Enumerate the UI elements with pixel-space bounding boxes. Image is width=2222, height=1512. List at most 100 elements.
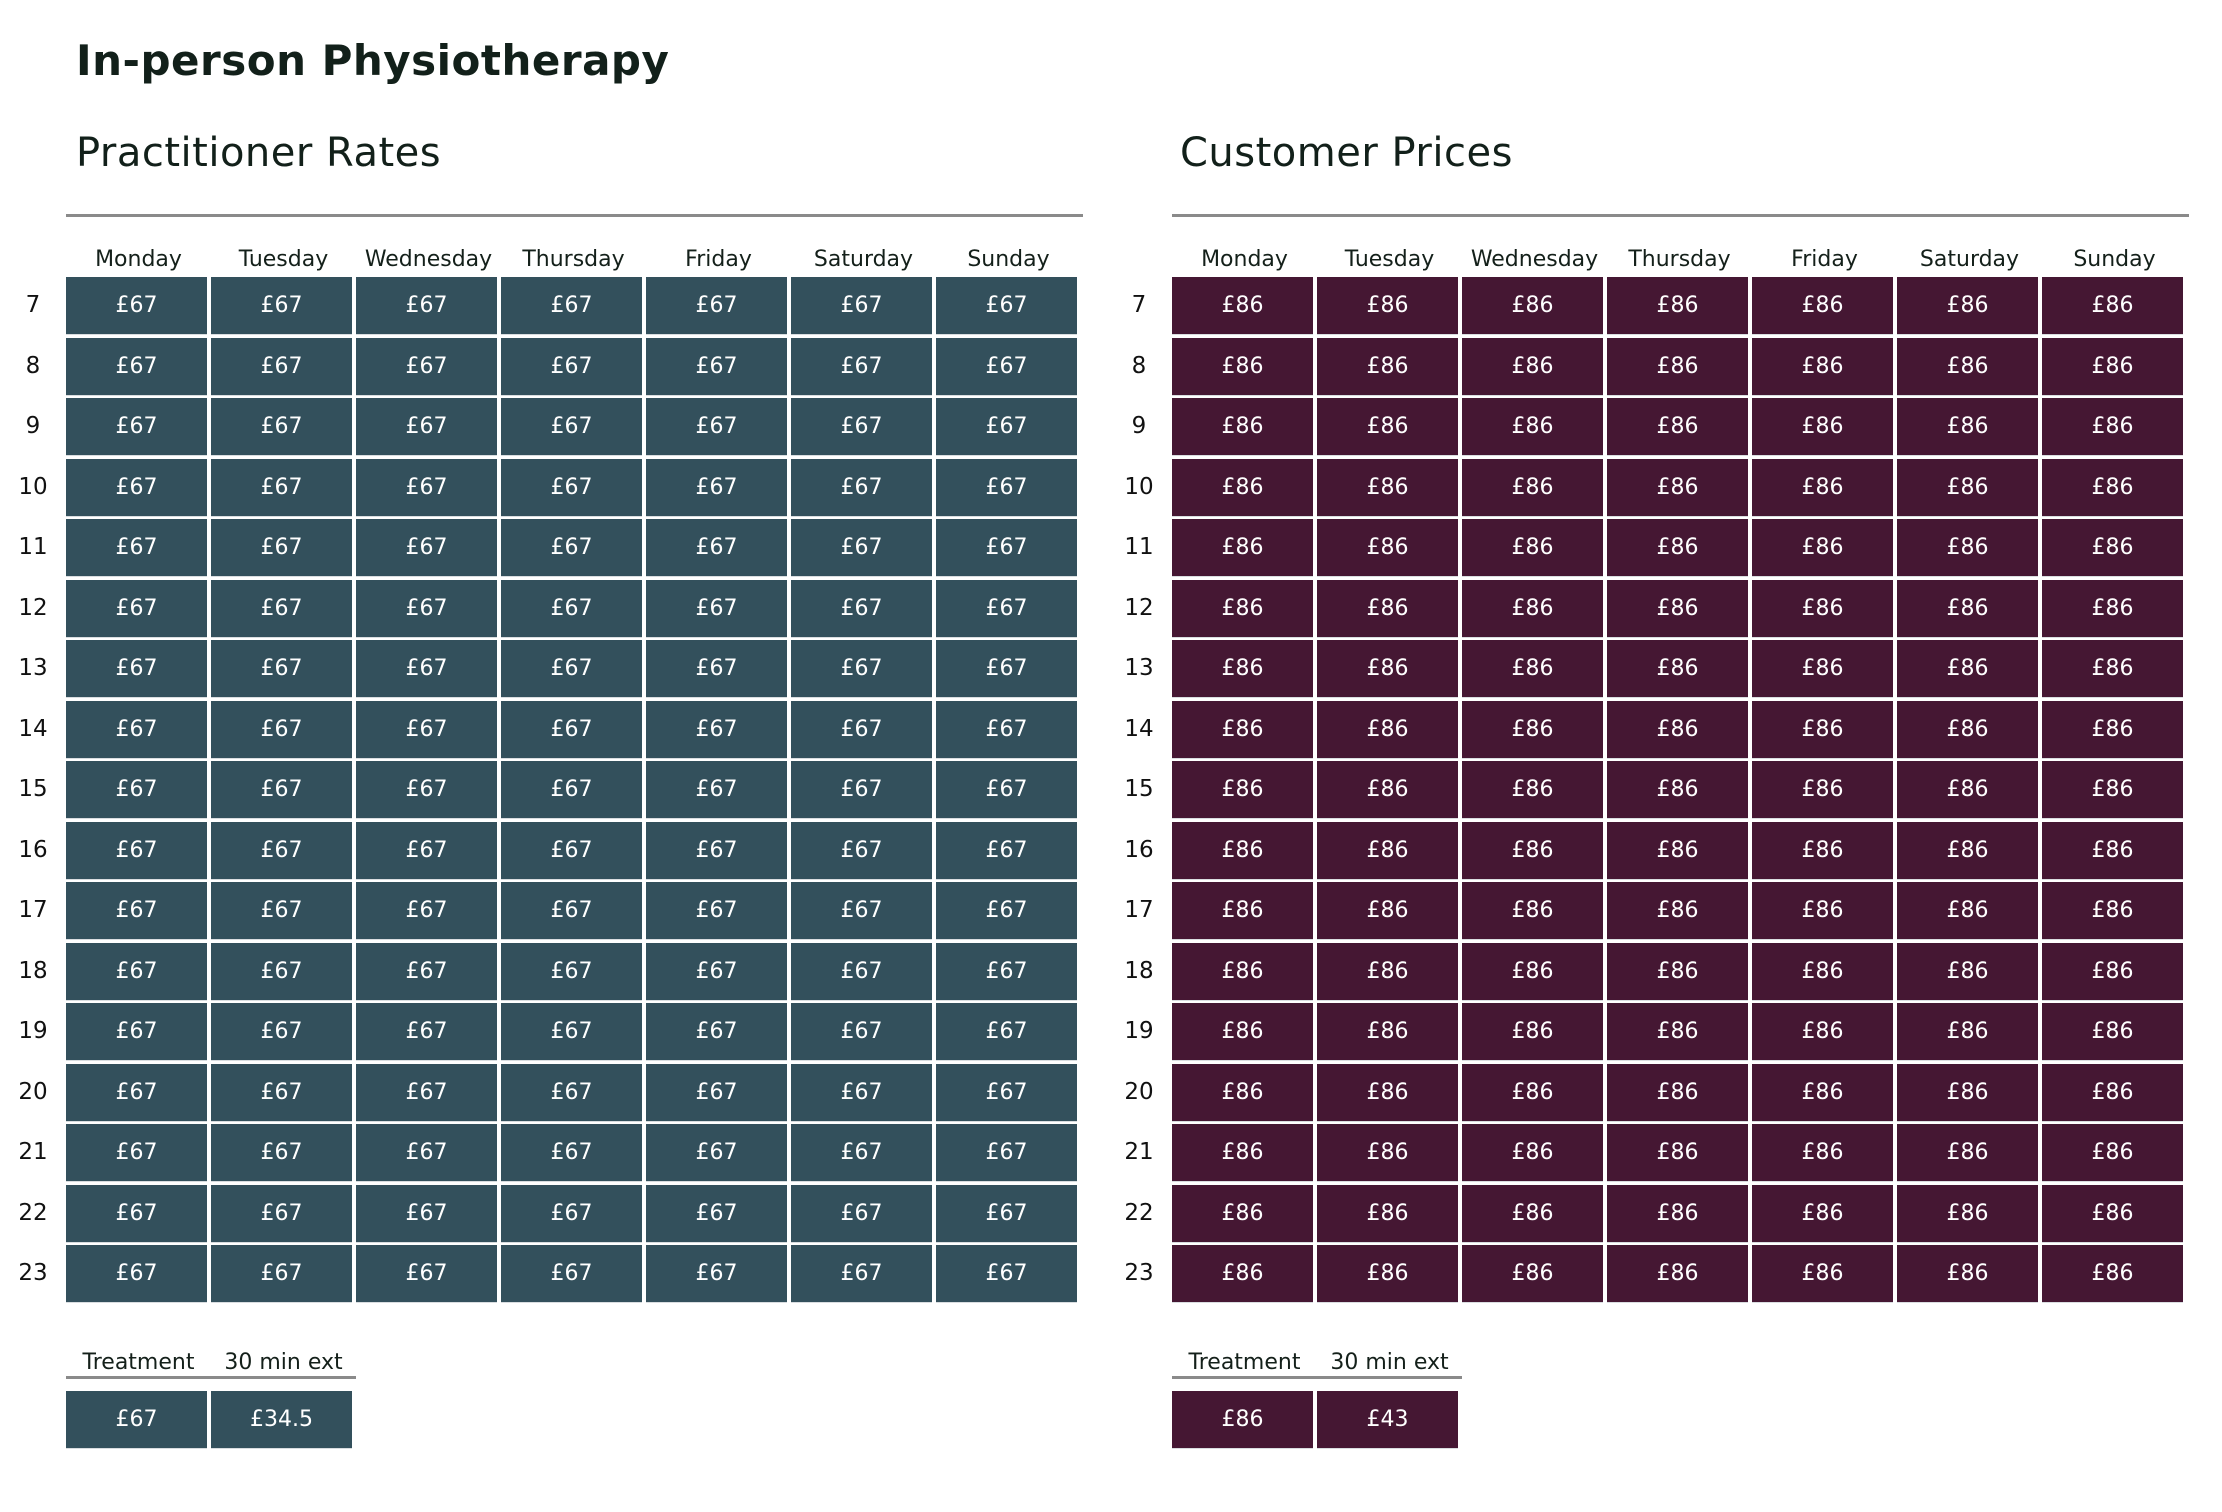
- rate-cell: £86: [1172, 337, 1313, 396]
- hour-label: 11: [18, 534, 48, 560]
- hour-label: 17: [1124, 897, 1154, 923]
- extras-table: Treatment 30 min ext £67 £34.5: [66, 1350, 356, 1449]
- rate-cell: £86: [1462, 761, 1603, 819]
- rate-cell: £67: [501, 458, 642, 517]
- rate-cell: £86: [1607, 277, 1748, 335]
- practitioner-rates-section: Practitioner Rates Monday Tuesday Wednesda…: [0, 0, 1083, 1512]
- rate-cell: £86: [1897, 761, 2038, 819]
- hour-label: 23: [1124, 1260, 1154, 1286]
- rate-cell: £86: [1607, 337, 1748, 396]
- rate-cell: £67: [791, 398, 932, 456]
- rate-cell: £86: [1752, 821, 1893, 880]
- rate-cell: £67: [646, 458, 787, 517]
- rate-cell: £86: [1317, 579, 1458, 638]
- rate-cell: £86: [1462, 821, 1603, 880]
- rate-cell: £67: [936, 1245, 1077, 1303]
- rate-cell: £67: [211, 700, 352, 759]
- rate-cell: £67: [791, 700, 932, 759]
- rate-cell: £67: [211, 761, 352, 819]
- table-row: 17 £86 £86 £86 £86 £86 £86 £86: [1124, 882, 2187, 943]
- hour-label: 21: [18, 1139, 48, 1165]
- rate-cell: £67: [501, 882, 642, 940]
- table-row: 7 £86 £86 £86 £86 £86 £86 £86: [1132, 277, 2187, 338]
- rate-cell: £86: [1897, 277, 2038, 335]
- rate-cell: £86: [1462, 337, 1603, 396]
- rate-cell: £86: [2042, 337, 2183, 396]
- hour-label: 19: [18, 1018, 48, 1044]
- hour-label: 13: [18, 655, 48, 681]
- rate-cell: £67: [501, 761, 642, 819]
- rate-cell: £86: [1317, 1124, 1458, 1182]
- rate-cell: £67: [791, 458, 932, 517]
- rate-cell: £86: [1607, 640, 1748, 698]
- hour-label: 22: [1124, 1199, 1154, 1226]
- rate-cell: £86: [1317, 882, 1458, 940]
- hour-label: 7: [1131, 292, 1147, 318]
- day-header: Friday: [685, 247, 752, 272]
- rate-cell: £86: [1607, 458, 1748, 517]
- table-row: 14 £67 £67 £67 £67 £67 £67 £67: [18, 700, 1081, 762]
- rate-cell: £86: [1897, 579, 2038, 638]
- rate-cell: £86: [1172, 277, 1313, 335]
- rate-cell: £67: [356, 1003, 497, 1061]
- rate-cell: £67: [66, 519, 207, 577]
- rate-cell: £86: [1172, 1003, 1313, 1061]
- rate-cell: £86: [1607, 942, 1748, 1001]
- table-row: 11 £67 £67 £67 £67 £67 £67 £67: [18, 519, 1081, 580]
- rate-cell: £67: [66, 458, 207, 517]
- rate-cell: £86: [2042, 277, 2183, 335]
- rate-cell: £67: [211, 1184, 352, 1243]
- rate-cell: £67: [646, 1124, 787, 1182]
- rate-cell: £86: [1752, 1063, 1893, 1122]
- rate-cell: £67: [211, 640, 352, 698]
- rate-cell: £86: [2042, 579, 2183, 638]
- rate-cell: £67: [936, 579, 1077, 638]
- rate-cell: £86: [1462, 942, 1603, 1001]
- table-row: 22 £86 £86 £86 £86 £86 £86 £86: [1124, 1184, 2187, 1246]
- rate-cell: £86: [1607, 1124, 1748, 1182]
- rate-cell: £67: [356, 882, 497, 940]
- rate-cell: £86: [1752, 640, 1893, 698]
- rate-cell: £67: [646, 700, 787, 759]
- rate-cell: £67: [646, 1184, 787, 1243]
- rate-cell: £67: [501, 942, 642, 1001]
- rate-cell: £67: [791, 761, 932, 819]
- rate-cell: £86: [2042, 942, 2183, 1001]
- rate-cell: £86: [1607, 1003, 1748, 1061]
- rate-cell: £86: [2042, 398, 2183, 456]
- day-header: Sunday: [967, 247, 1050, 272]
- rate-cell: £67: [211, 1003, 352, 1061]
- day-header: Wednesday: [1470, 247, 1599, 272]
- rate-cell: £67: [66, 1184, 207, 1243]
- rate-cell: £67: [646, 761, 787, 819]
- day-header: Tuesday: [238, 247, 329, 272]
- table-row: 15 £67 £67 £67 £67 £67 £67 £67: [18, 761, 1081, 822]
- rate-cell: £86: [1897, 882, 2038, 940]
- table-row: 16 £86 £86 £86 £86 £86 £86 £86: [1124, 821, 2187, 883]
- rate-cell: £67: [501, 398, 642, 456]
- rate-cell: £86: [1317, 277, 1458, 335]
- rate-cell: £67: [936, 942, 1077, 1001]
- hour-label: 11: [1124, 534, 1154, 560]
- rate-cell: £86: [1607, 1063, 1748, 1122]
- rate-cell: £86: [1752, 458, 1893, 517]
- day-header: Monday: [1201, 247, 1288, 272]
- rate-cell: £86: [1172, 821, 1313, 880]
- table-row: 19 £86 £86 £86 £86 £86 £86 £86: [1124, 1003, 2187, 1064]
- hour-label: 22: [18, 1199, 48, 1226]
- table-row: 20 £67 £67 £67 £67 £67 £67 £67: [18, 1063, 1081, 1125]
- rate-cell: £67: [936, 277, 1077, 335]
- rate-cell: £67: [501, 1245, 642, 1303]
- rate-cell: £86: [1897, 1184, 2038, 1243]
- rate-cell: £86: [1897, 337, 2038, 396]
- day-header: Thursday: [522, 247, 625, 272]
- hour-label: 23: [18, 1260, 48, 1286]
- rate-cell: £86: [2042, 458, 2183, 517]
- rate-cell: £67: [211, 519, 352, 577]
- hour-label: 18: [1124, 957, 1154, 984]
- rate-cell: £86: [1462, 640, 1603, 698]
- table-row: 9 £67 £67 £67 £67 £67 £67 £67: [26, 398, 1081, 459]
- rate-cell: £67: [646, 821, 787, 880]
- rate-cell: £67: [356, 640, 497, 698]
- divider: [66, 1376, 356, 1379]
